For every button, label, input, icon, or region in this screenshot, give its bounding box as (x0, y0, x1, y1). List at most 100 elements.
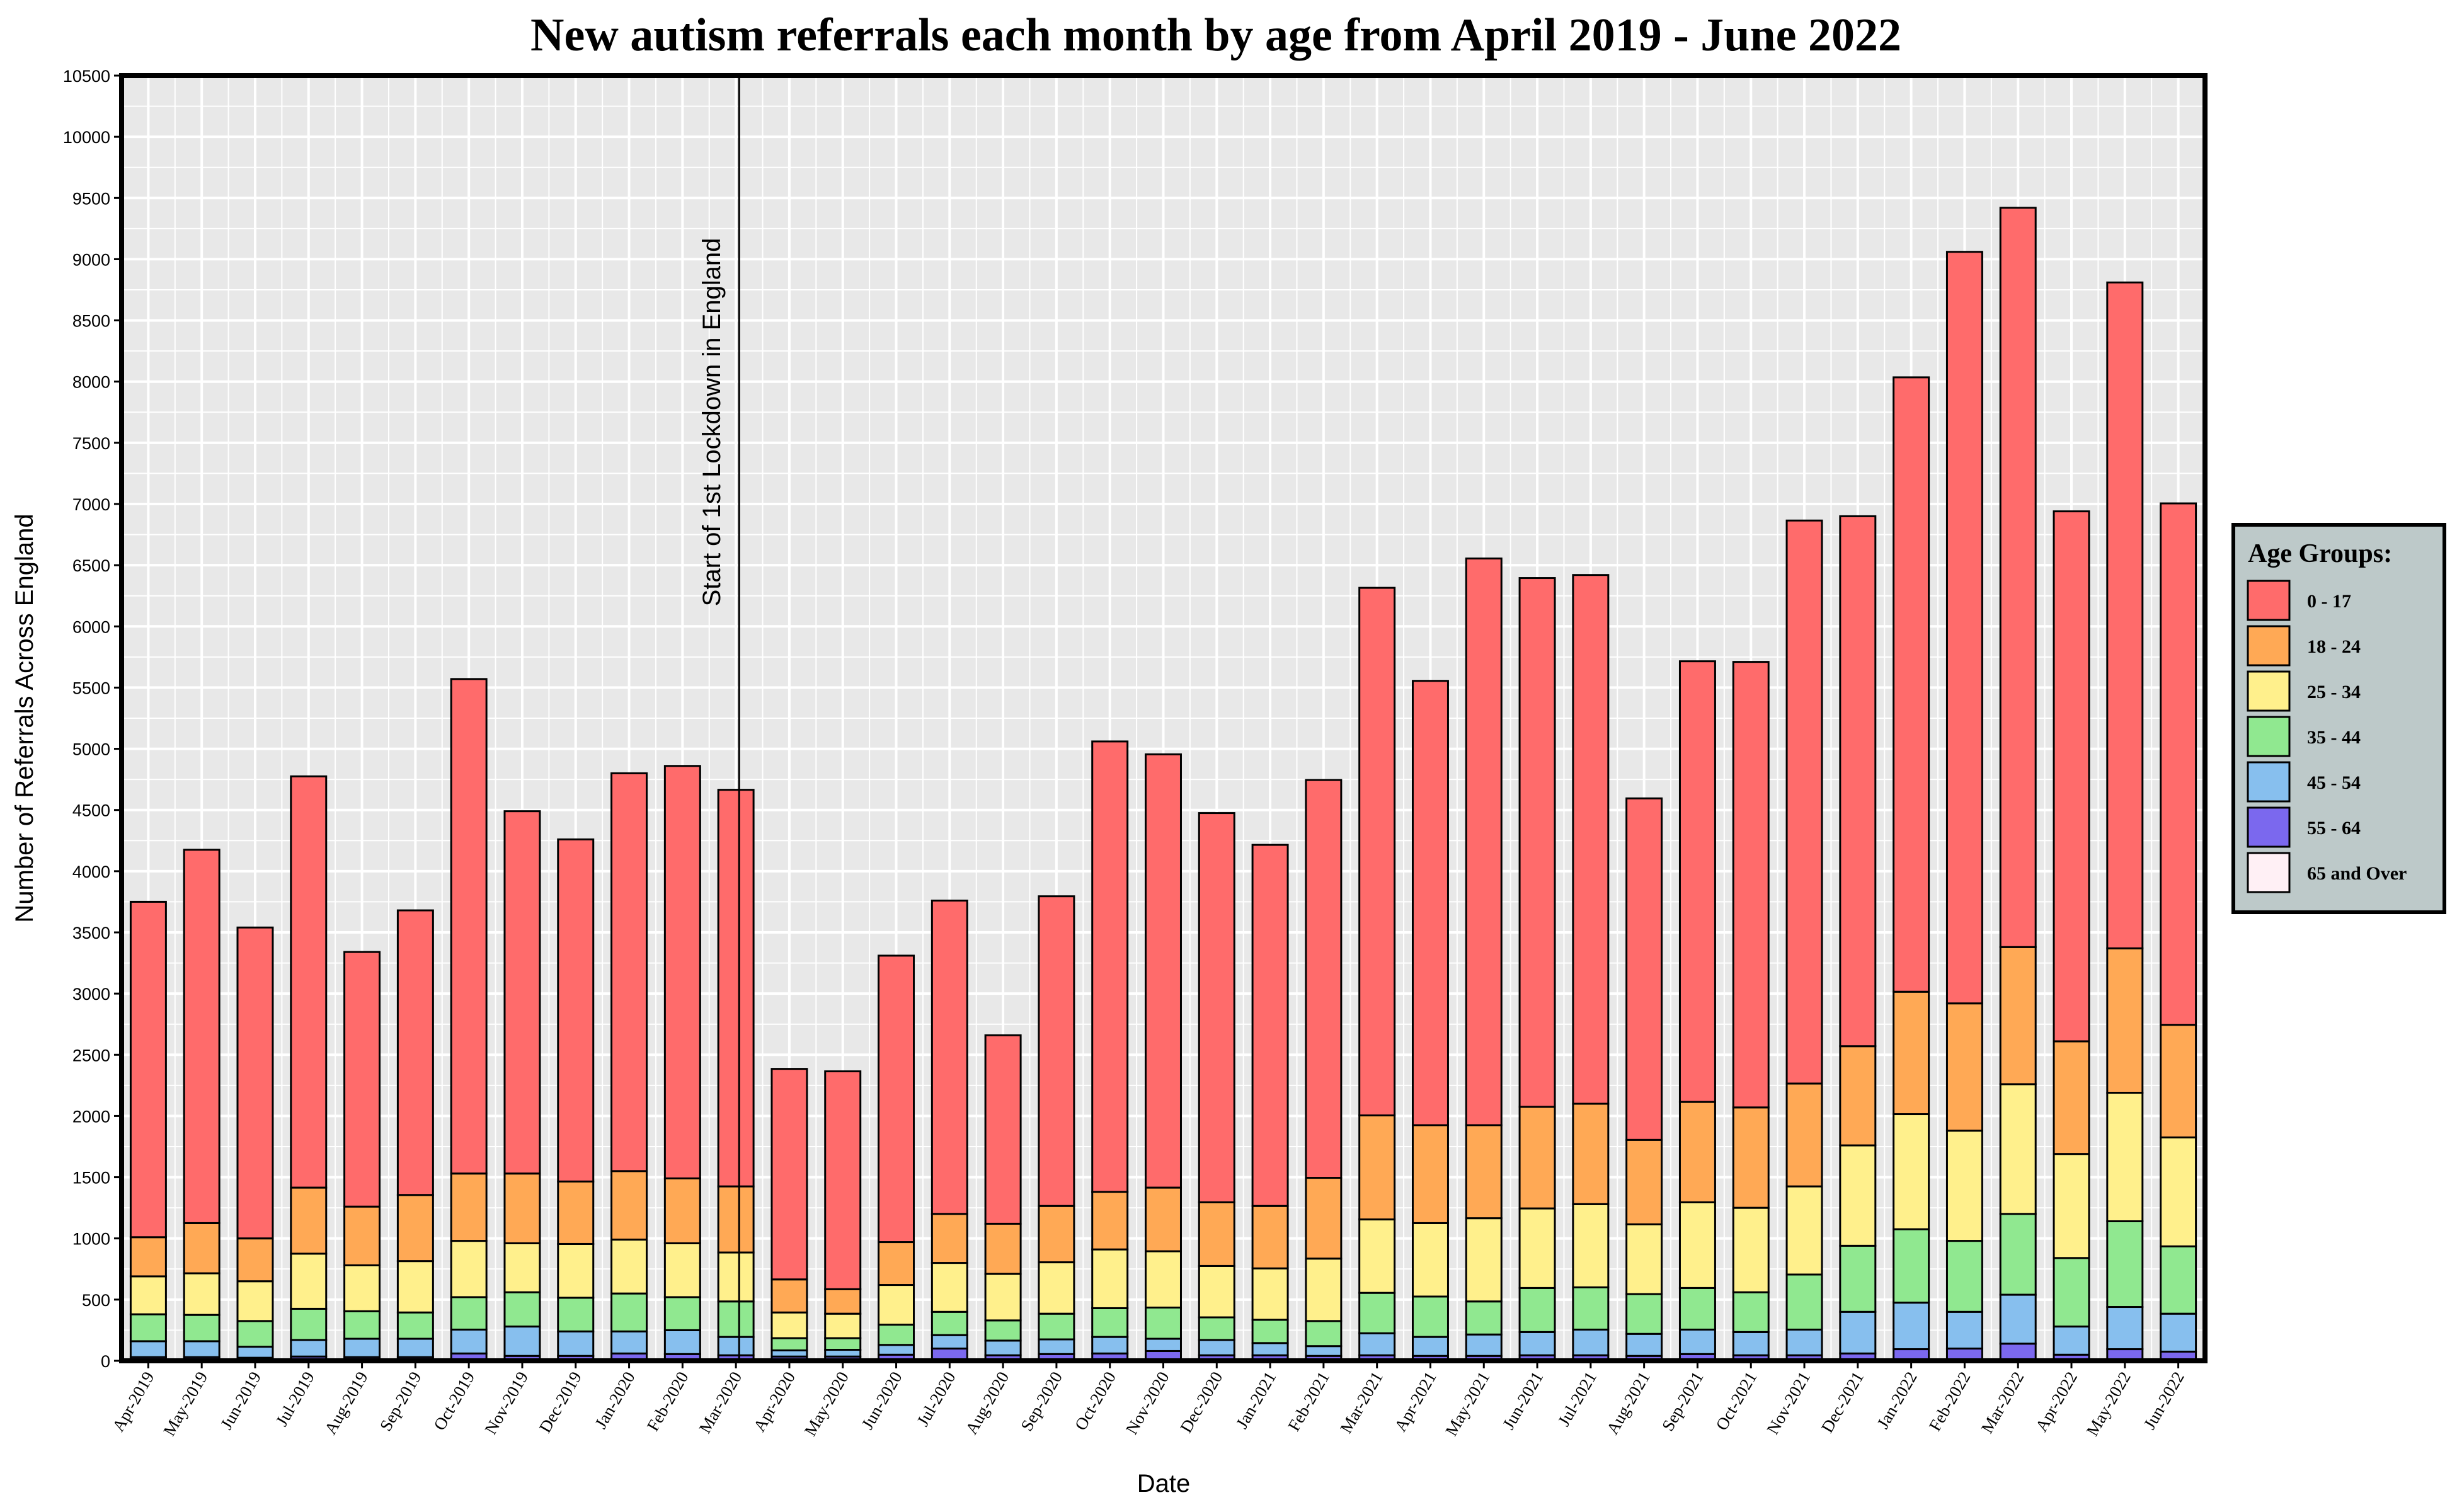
legend-label: 25 - 34 (2307, 682, 2361, 702)
y-tick-label: 5500 (72, 679, 110, 697)
y-tick-label: 1500 (72, 1169, 110, 1188)
bar-segment (984, 1319, 1022, 1342)
bar-segment (2053, 1040, 2090, 1155)
bar-segment (236, 926, 274, 1240)
legend: Age Groups: 0 - 17 18 - 24 25 - 34 35 - 44 4… (2231, 523, 2446, 914)
x-tick-label: Dec-2019 (536, 1368, 585, 1436)
bar-segment (2106, 1220, 2144, 1309)
bar-segment (557, 1242, 595, 1299)
legend-swatch (2247, 761, 2291, 803)
x-tick-label: Jul-2021 (1554, 1368, 1600, 1429)
bar-segment (1091, 1336, 1129, 1354)
bar-segment (984, 1339, 1022, 1356)
bar-segment (1945, 251, 1983, 1005)
bar-segment (183, 1222, 220, 1274)
bar-segment (931, 1334, 968, 1350)
y-tick-label: 10500 (63, 67, 110, 86)
bar-segment (343, 1205, 381, 1266)
bar-segment (1625, 1138, 1663, 1225)
legend-label: 35 - 44 (2307, 727, 2361, 748)
bar-segment (2160, 1312, 2197, 1353)
bar-segment (610, 1292, 648, 1332)
bar-segment (1038, 1205, 1075, 1264)
bar-segment (663, 1177, 701, 1244)
bar-segment (129, 900, 167, 1239)
bar-segment (1625, 1223, 1663, 1295)
bar-segment (1145, 1186, 1182, 1252)
bar-segment (1518, 1207, 1556, 1289)
x-tick-label: Feb-2022 (1925, 1368, 1974, 1435)
legend-label: 18 - 24 (2307, 636, 2361, 657)
bar-segment (1732, 1106, 1770, 1209)
bar-segment (1305, 1320, 1343, 1348)
bar-segment (984, 1034, 1022, 1225)
bar-segment (1999, 1343, 2037, 1361)
bar-segment (1358, 1292, 1396, 1334)
bar-segment (1839, 1310, 1877, 1354)
x-tick-label: Nov-2019 (481, 1368, 532, 1438)
bar-segment (290, 1186, 328, 1255)
bar-segment (503, 1291, 541, 1328)
bar-segment (878, 1284, 915, 1326)
bar-segment (1785, 1082, 1823, 1188)
bar-segment (824, 1070, 862, 1290)
bar-segment (1839, 1045, 1877, 1147)
bar-segment (770, 1278, 808, 1314)
bar-segment (931, 1310, 968, 1336)
bar-segment (343, 1337, 381, 1358)
chart-title: New autism referrals each month by age f… (530, 9, 1901, 61)
y-tick-label: 4500 (72, 801, 110, 820)
y-tick-label: 500 (82, 1291, 110, 1310)
bar-segment (1198, 812, 1235, 1203)
bar-segment (343, 1264, 381, 1312)
bar-segment (1358, 1114, 1396, 1221)
lockdown-annotation: Start of 1st Lockdown in England (698, 238, 726, 607)
bar-segment (1785, 1273, 1823, 1331)
legend-label: 45 - 54 (2307, 772, 2361, 793)
bar-segment (984, 1222, 1022, 1275)
bar-segment (396, 1337, 434, 1358)
bar-segment (396, 1194, 434, 1263)
bar-segment (717, 1336, 755, 1356)
bar-segment (1945, 1130, 1983, 1242)
bar-segment (2106, 947, 2144, 1094)
bar-segment (1572, 1203, 1610, 1288)
bar-segment (717, 1300, 755, 1338)
bar-segment (1999, 1293, 2037, 1345)
bar-segment (1038, 1312, 1075, 1341)
bar-segment (1305, 1177, 1343, 1260)
bar-segment (878, 1324, 915, 1346)
bar-segment (1038, 1338, 1075, 1355)
bar-segment (1305, 1257, 1343, 1322)
bar-segment (1145, 1337, 1182, 1352)
bar-segment (2053, 1257, 2090, 1328)
bar-segment (236, 1280, 274, 1322)
bar-segment (129, 1313, 167, 1343)
bar-segment (1678, 1101, 1716, 1203)
bar-segment (1678, 660, 1716, 1103)
legend-swatch (2247, 716, 2291, 757)
bar-segment (1145, 1306, 1182, 1340)
bar-segment (1945, 1310, 1983, 1350)
x-tick-label: Apr-2021 (1390, 1368, 1440, 1435)
bar-segment (1572, 1286, 1610, 1331)
bar-segment (2053, 1326, 2090, 1356)
bar-segment (878, 1344, 915, 1356)
legend-swatch (2247, 806, 2291, 848)
x-axis-ticks: Apr-2019 May-2019 Jun-2019 Jul-2019 Aug-2019… (108, 1361, 2188, 1439)
x-tick-label: Apr-2022 (2032, 1368, 2081, 1435)
bar-segment (557, 838, 595, 1183)
bar-segment (2053, 510, 2090, 1043)
bar-segment (1358, 587, 1396, 1116)
legend-label: 65 and Over (2307, 863, 2407, 884)
y-tick-label: 6500 (72, 556, 110, 575)
bar-segment (343, 951, 381, 1208)
x-tick-label: Mar-2022 (1978, 1368, 2028, 1436)
bar-segment (1999, 1213, 2037, 1296)
bar-segment (2053, 1153, 2090, 1259)
x-tick-label: Aug-2021 (1603, 1368, 1654, 1438)
y-tick-label: 2500 (72, 1046, 110, 1065)
bar-segment (1732, 1331, 1770, 1356)
bar-segment (129, 1236, 167, 1278)
